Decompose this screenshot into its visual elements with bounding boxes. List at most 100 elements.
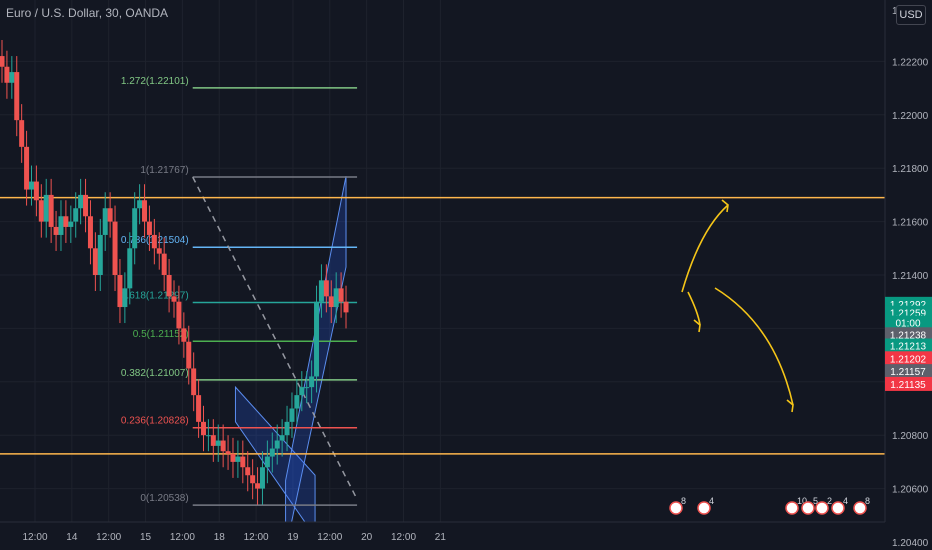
price-tag-label: 1.21213 — [890, 341, 927, 352]
candle-body — [9, 72, 15, 83]
y-tick-label: 1.22000 — [892, 111, 929, 122]
candle-body — [328, 296, 334, 308]
candle-body — [264, 456, 270, 468]
candle-body — [28, 181, 34, 190]
candle-body — [289, 408, 295, 422]
candle-body — [112, 221, 118, 275]
candle-body — [259, 467, 265, 489]
candle-body — [122, 288, 128, 308]
arrowhead — [693, 319, 701, 333]
event-marker-icon — [831, 501, 845, 515]
event-marker-count: 2 — [827, 496, 832, 506]
event-marker-count: 4 — [843, 496, 848, 506]
price-tag — [885, 327, 932, 342]
fib-level-label: 0.382(1.21007) — [121, 368, 189, 379]
fib-trend-line — [192, 176, 358, 500]
price-tag — [885, 338, 932, 353]
candle-body — [294, 395, 300, 409]
event-marker-icon — [801, 501, 815, 515]
price-tag-label: 1.21238 — [890, 330, 927, 341]
y-tick-label: 1.21800 — [892, 164, 929, 175]
candle-body — [343, 301, 349, 313]
candle-body — [245, 467, 251, 476]
y-tick-label: 1.21400 — [892, 271, 929, 282]
candle-body — [161, 253, 167, 275]
candle-body — [255, 483, 261, 489]
candle-body — [78, 194, 84, 209]
forecast-arrow-up — [681, 204, 729, 293]
candle-body — [14, 72, 20, 121]
candle-body — [63, 216, 69, 227]
candle-body — [127, 248, 133, 289]
event-marker-icon — [853, 501, 867, 515]
candle-body — [279, 435, 285, 441]
arrowhead — [786, 399, 794, 413]
candle-body — [304, 387, 310, 389]
x-tick-label: 12:00 — [391, 532, 416, 543]
candle-body — [225, 451, 231, 454]
event-marker-icon — [815, 501, 829, 515]
fib-level-label: 0.5(1.21152) — [133, 329, 189, 340]
currency-button[interactable]: USD — [896, 5, 926, 25]
candle-body — [250, 475, 256, 484]
candle-body — [240, 456, 246, 468]
candle-body — [230, 453, 236, 462]
candle-body — [73, 208, 79, 222]
price-axis — [885, 0, 932, 550]
event-marker-count: 5 — [813, 496, 818, 506]
candle-body — [338, 288, 344, 302]
y-tick-label: 1.20400 — [892, 538, 929, 549]
candle-body — [299, 387, 305, 396]
candle-body — [235, 456, 241, 462]
x-tick-label: 12:00 — [317, 532, 342, 543]
candle-body — [33, 181, 39, 201]
candle-body — [220, 440, 226, 452]
candle-body — [269, 448, 275, 457]
x-tick-label: 19 — [287, 532, 299, 543]
event-marker-count: 8 — [865, 496, 870, 506]
chart-title: Euro / U.S. Dollar, 30, OANDA — [6, 6, 169, 20]
x-tick-label: 12:00 — [22, 532, 47, 543]
event-marker-count: 4 — [709, 496, 714, 506]
candle-body — [102, 208, 108, 235]
candle-body — [83, 194, 89, 217]
event-marker-icon — [697, 501, 711, 515]
candle-body — [137, 200, 143, 209]
fib-level-label: 0.618(1.21297) — [121, 291, 189, 302]
price-tag-label: 1.21135 — [890, 380, 926, 391]
candle-body — [215, 440, 221, 446]
fib-level-label: 1.272(1.22101) — [121, 76, 189, 87]
event-marker-count: 10 — [797, 496, 807, 506]
x-tick-label: 12:00 — [170, 532, 195, 543]
candle-body — [186, 341, 192, 369]
fib-level-label: 0(1.20538) — [140, 493, 188, 504]
x-tick-label: 12:00 — [96, 532, 121, 543]
candle-body — [176, 301, 182, 329]
x-tick-label: 18 — [214, 532, 226, 543]
candle-body — [68, 221, 74, 227]
event-marker-icon — [669, 501, 683, 515]
candle-body — [318, 280, 324, 302]
candle-body — [166, 275, 172, 297]
y-tick-label: 1.20600 — [892, 485, 929, 496]
candle-body — [43, 194, 49, 222]
y-tick-label: 1.20800 — [892, 431, 929, 442]
candle-body — [107, 208, 113, 222]
price-tag-label: 1.21202 — [890, 354, 927, 365]
forecast-arrow-down — [687, 291, 701, 326]
candle-body — [0, 56, 5, 67]
candle-body — [132, 208, 138, 249]
price-tag — [885, 376, 932, 391]
candle-body — [309, 376, 315, 388]
fib-level-label: 0.236(1.20828) — [121, 416, 189, 427]
candle-body — [151, 234, 157, 249]
candle-body — [156, 248, 162, 254]
candle-body — [146, 221, 152, 235]
candle-body — [200, 421, 206, 436]
candle-body — [196, 395, 202, 422]
candle-body — [314, 301, 320, 377]
x-tick-label: 20 — [361, 532, 373, 543]
price-tag — [885, 315, 932, 330]
candle-body — [117, 275, 123, 308]
